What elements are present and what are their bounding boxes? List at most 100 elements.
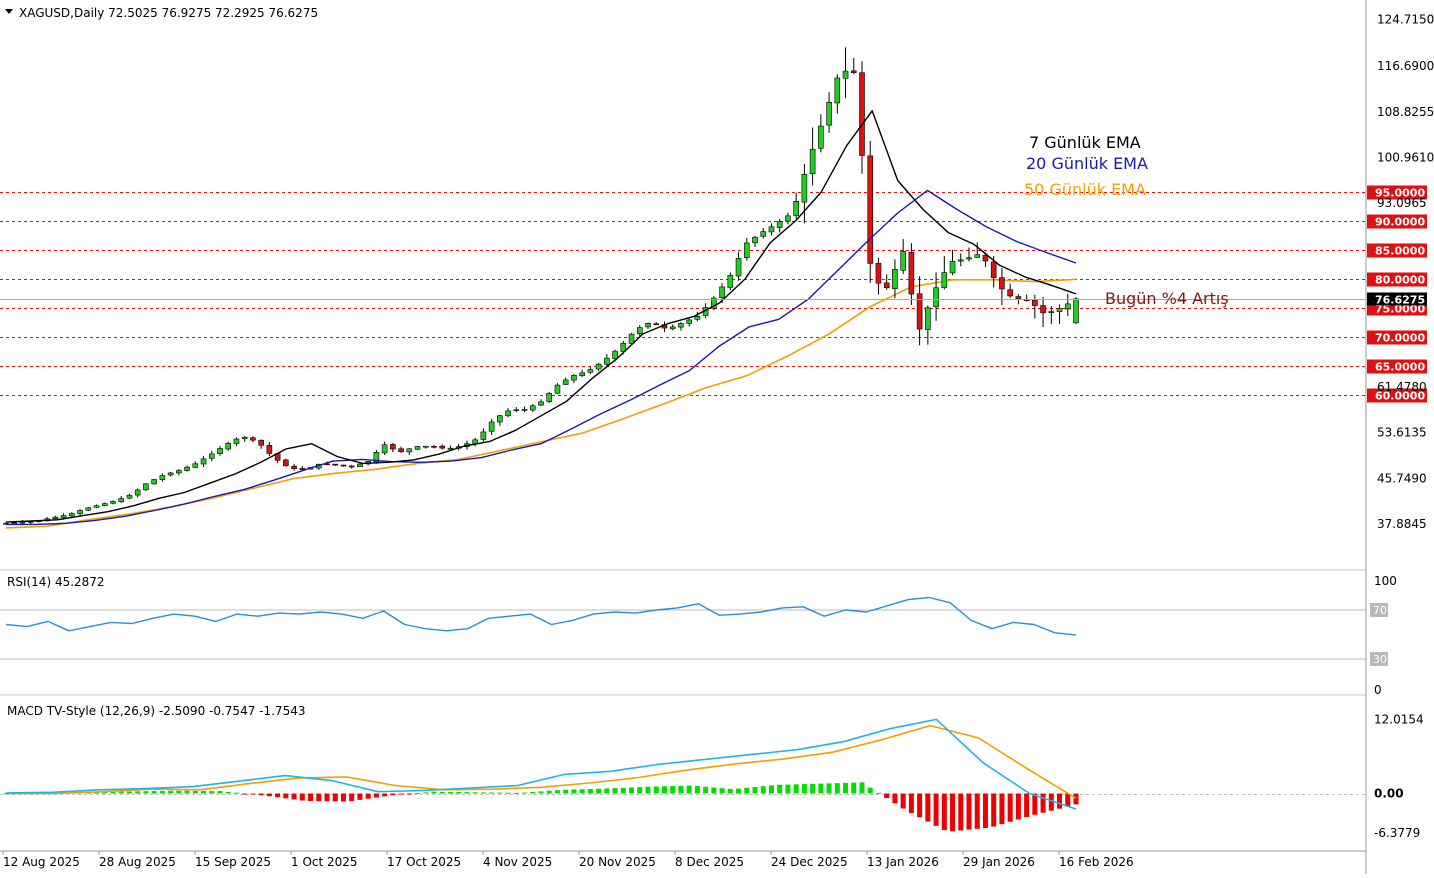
candle-62: [513, 407, 520, 413]
level-tag-3: [1367, 272, 1427, 287]
hist-bar-103: [851, 782, 857, 794]
macd-axis-ticks: 12.0154 0.00 -6.3779: [1374, 712, 1424, 840]
candle-body-104: [859, 72, 865, 156]
candle-body-97: [801, 173, 808, 203]
candle-body-87: [719, 286, 725, 299]
candle-body-65: [538, 401, 544, 406]
hist-bar-86: [711, 787, 717, 794]
hist-bar-93: [768, 785, 774, 794]
candle-body-121: [999, 277, 1005, 290]
hist-bar-80: [661, 786, 667, 794]
candle-body-98: [809, 148, 816, 174]
candle-body-111: [916, 293, 923, 330]
price-tick-7: 45.7490: [1377, 471, 1427, 485]
hist-bar-40: [332, 793, 338, 802]
candle-114: [941, 255, 948, 290]
candle-body-22: [184, 466, 190, 471]
candle-body-107: [883, 282, 890, 289]
candle-101: [834, 74, 841, 114]
candle-body-102: [842, 70, 849, 79]
candle-body-68: [562, 379, 569, 385]
candle-body-108: [892, 269, 898, 289]
candle-body-36: [299, 468, 306, 470]
macd-tick-1: 0.00: [1374, 787, 1404, 801]
candle-59: [488, 418, 495, 435]
candle-body-41: [340, 464, 347, 467]
candle-16: [134, 488, 141, 498]
candle-body-78: [645, 322, 651, 328]
candle-27: [225, 441, 232, 451]
hist-bar-41: [340, 793, 346, 802]
candle-body-46: [381, 444, 388, 454]
candle-body-31: [258, 439, 264, 446]
hist-bar-106: [875, 792, 881, 794]
candle-body-91: [752, 236, 758, 244]
candle-body-101: [834, 77, 841, 104]
candle-body-6: [52, 516, 59, 520]
hist-bar-18: [151, 791, 157, 794]
hist-bar-27: [225, 791, 231, 794]
candle-body-13: [110, 501, 116, 504]
candle-body-113: [933, 287, 939, 308]
candle-body-127: [1048, 311, 1055, 313]
candle-41: [340, 464, 347, 467]
candle-body-16: [134, 489, 141, 496]
hist-bar-67: [554, 790, 560, 794]
candle-49: [406, 448, 413, 455]
symbol-header[interactable]: XAGUSD,Daily 72.5025 76.9275 72.2925 76.…: [5, 6, 318, 20]
rsi-layer: [5, 596, 1077, 636]
candle-body-82: [678, 323, 684, 328]
current-price-label: 76.6275: [1375, 294, 1425, 307]
collapse-triangle-icon[interactable]: [5, 9, 13, 14]
hist-bar-99: [818, 783, 824, 794]
signal-layer: [6, 724, 1077, 799]
hist-bar-68: [563, 789, 569, 794]
hist-bar-61: [505, 792, 511, 794]
hist-bar-128: [1057, 793, 1063, 809]
candle-body-42: [348, 465, 355, 468]
hist-bar-45: [373, 793, 379, 798]
candle-91: [752, 235, 758, 247]
candle-body-79: [653, 323, 660, 326]
candle-body-128: [1056, 308, 1063, 312]
candle-19: [159, 473, 166, 482]
candle-15: [126, 493, 133, 500]
candle-10: [85, 506, 92, 511]
candle-96: [793, 192, 799, 219]
candle-23: [192, 461, 199, 469]
candle-58: [480, 428, 487, 442]
candle-86: [711, 296, 717, 310]
hist-bar-66: [546, 790, 552, 794]
time-axis: 12 Aug 2025 28 Aug 2025 15 Sep 2025 1 Oct 2…: [2, 851, 1134, 869]
time-label-5: 4 Nov 2025: [483, 855, 552, 869]
hist-bar-51: [423, 792, 429, 794]
hist-bar-75: [620, 787, 626, 794]
hist-bar-60: [497, 792, 503, 794]
candle-body-30: [250, 437, 256, 441]
candle-body-100: [826, 101, 832, 126]
hist-bar-123: [1015, 793, 1021, 820]
candle-body-52: [431, 445, 437, 448]
time-label-6: 20 Nov 2025: [579, 855, 656, 869]
candle-body-28: [233, 438, 240, 444]
hist-bar-52: [431, 791, 437, 794]
candle-126: [1040, 297, 1046, 327]
candle-body-94: [776, 221, 783, 228]
candle-77: [636, 325, 643, 337]
candle-99: [818, 114, 824, 153]
candle-52: [431, 445, 437, 449]
candle-body-9: [77, 510, 83, 515]
candle-35: [291, 464, 297, 471]
level-tag-1: [1367, 214, 1427, 229]
price-tick-5: 61.4780: [1377, 380, 1427, 394]
hist-bar-70: [579, 789, 585, 794]
price-tick-8: 37.8845: [1377, 517, 1427, 531]
candle-79: [653, 322, 660, 326]
candle-body-115: [949, 261, 956, 274]
candle-body-129: [1064, 303, 1071, 310]
time-label-4: 17 Oct 2025: [387, 855, 461, 869]
hist-bar-38: [316, 793, 322, 802]
